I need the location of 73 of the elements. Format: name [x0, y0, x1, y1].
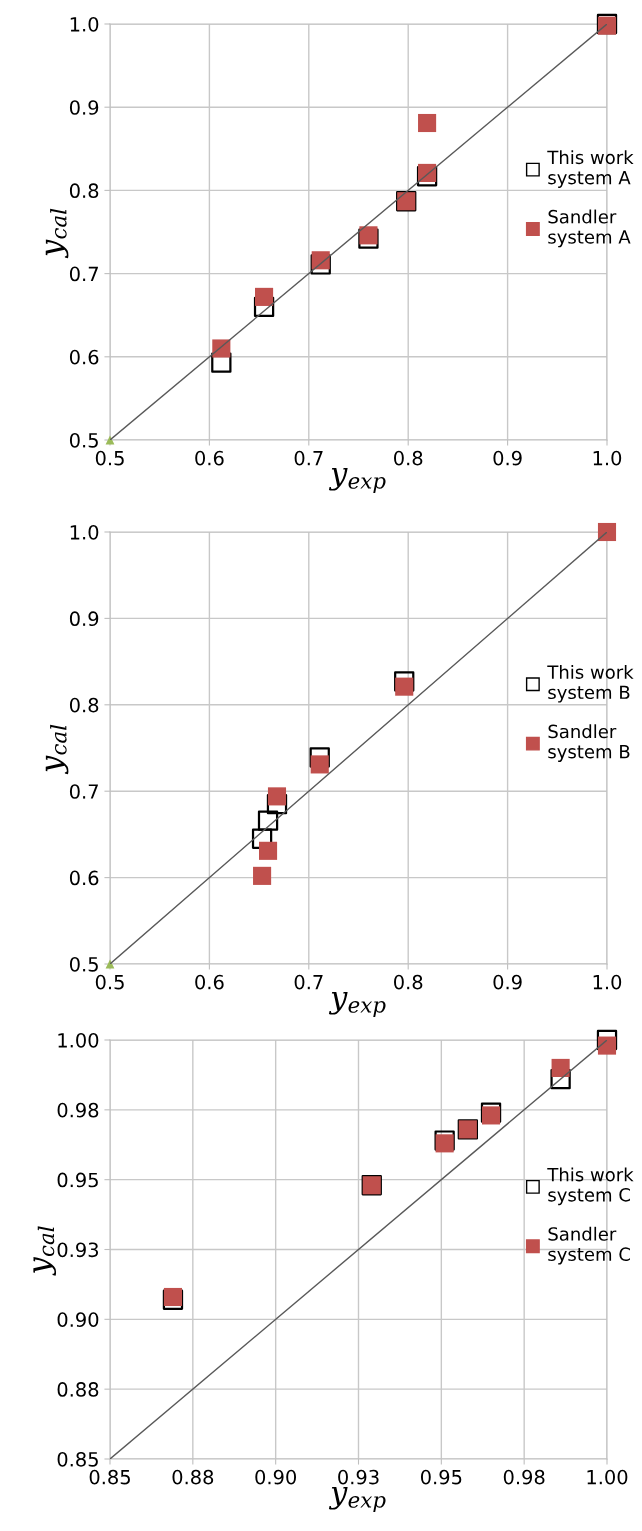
y-tick-label: 0.5	[69, 432, 98, 448]
x-tick-label: 0.93	[338, 1469, 379, 1485]
x-tick-label: 0.5	[95, 974, 124, 990]
y-tick-label: 0.6	[69, 870, 99, 886]
point	[251, 828, 273, 849]
point	[597, 522, 617, 542]
x-tick-label: 0.95	[420, 1469, 462, 1485]
point	[212, 339, 231, 358]
x-tick-label: 0.6	[195, 450, 224, 466]
y-tick-label: 0.85	[57, 1451, 98, 1467]
y-tick-label: 0.88	[57, 1382, 99, 1397]
point	[253, 296, 275, 318]
y-tick-label: 0.98	[57, 1102, 99, 1118]
point	[596, 1029, 618, 1051]
point	[597, 1036, 617, 1055]
x-tick-label: 0.85	[89, 1469, 130, 1485]
point	[211, 352, 232, 373]
legend-label: This work system B	[547, 664, 634, 703]
y-axis-title: y$_{cal}$	[33, 1226, 57, 1276]
y-tick-label: 0.7	[69, 784, 98, 799]
x-axis-title: y$_{exp}$	[328, 1486, 386, 1512]
y-tick-label: 1.0	[70, 524, 99, 540]
x-tick-label: 0.90	[255, 1469, 297, 1485]
x-tick-label: 0.88	[172, 1469, 214, 1485]
x-tick-label: 0.98	[503, 1469, 545, 1485]
point	[394, 671, 415, 692]
x-tick-label: 0.7	[294, 450, 323, 466]
x-tick-label: 0.7	[294, 974, 323, 990]
y-tick-label: 0.9	[69, 100, 99, 115]
x-tick-label: 1.0	[593, 450, 622, 466]
point	[395, 677, 414, 696]
x-tick-label: 1.00	[587, 1469, 628, 1485]
point	[258, 841, 278, 860]
point	[311, 251, 330, 270]
x-tick-label: 0.8	[394, 974, 423, 990]
point	[551, 1058, 570, 1077]
point	[309, 747, 330, 768]
y-tick-label: 0.9	[69, 611, 99, 627]
legend-label: This work system A	[547, 150, 634, 188]
point	[266, 794, 288, 815]
y-tick-label: 0.95	[57, 1172, 98, 1188]
x-tick-label: 0.9	[493, 974, 522, 990]
legend-label: Sandler system A	[548, 209, 631, 248]
x-tick-label: 1.0	[593, 974, 622, 990]
point	[255, 287, 274, 306]
y-tick-label: 0.8	[69, 697, 99, 713]
y-tick-label: 0.7	[69, 266, 98, 282]
legend-label: Sandler system B	[548, 724, 630, 762]
y-tick-label: 0.93	[57, 1242, 99, 1258]
legend-label: Sandler system C	[548, 1226, 630, 1265]
point	[416, 166, 438, 187]
legend-label: This work system C	[547, 1167, 634, 1206]
point	[267, 787, 287, 806]
point	[418, 113, 437, 133]
y-axis-title: y$_{cal}$	[45, 724, 69, 775]
y-tick-label: 0.6	[69, 349, 99, 365]
x-tick-label: 0.5	[95, 450, 124, 466]
point	[257, 810, 279, 831]
y-tick-label: 1.0	[70, 16, 99, 32]
point	[550, 1068, 571, 1090]
x-tick-label: 0.9	[493, 450, 522, 466]
point	[310, 254, 331, 275]
x-axis-title: y$_{exp}$	[328, 467, 386, 493]
y-tick-label: 0.90	[57, 1312, 99, 1327]
point	[253, 866, 272, 885]
x-tick-label: 0.8	[394, 450, 423, 466]
x-axis-title: y$_{exp}$	[328, 991, 386, 1017]
y-axis-title: y$_{cal}$	[45, 208, 69, 259]
y-tick-label: 0.5	[69, 956, 98, 972]
point	[310, 755, 329, 774]
x-tick-label: 0.6	[195, 974, 224, 990]
y-tick-label: 0.8	[69, 183, 99, 199]
y-tick-label: 1.00	[58, 1032, 99, 1048]
